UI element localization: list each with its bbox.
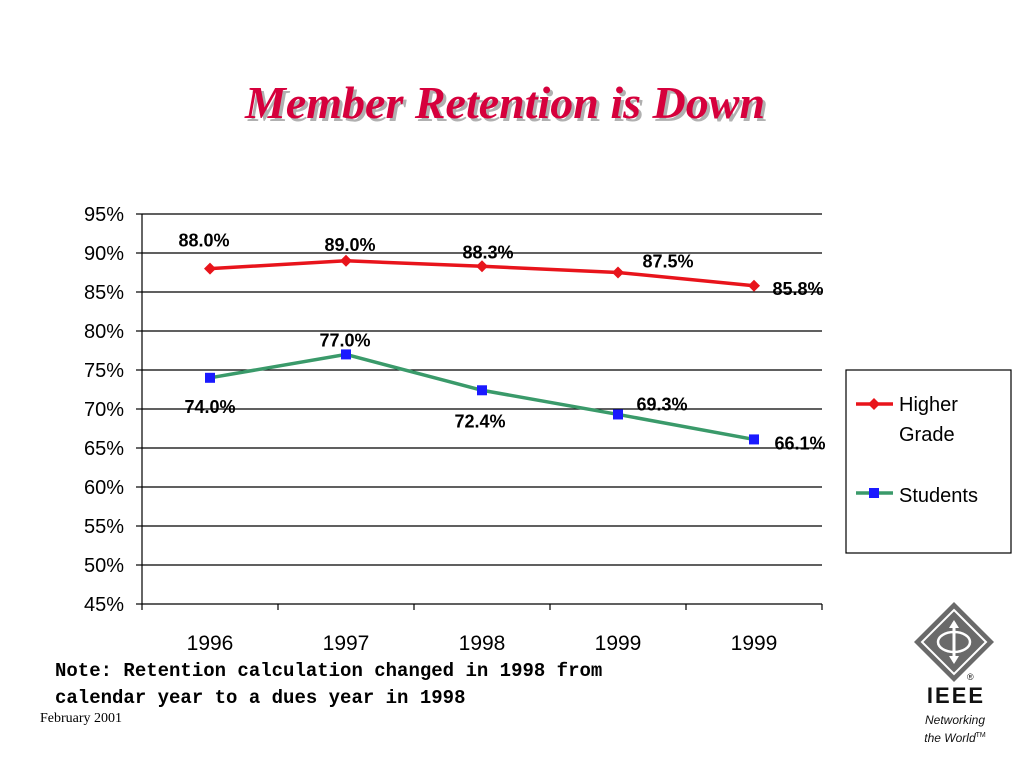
higher-grade-data-label: 89.0% (324, 235, 375, 255)
students-point (477, 385, 487, 396)
footer-date: February 2001 (40, 711, 123, 726)
legend-higher-grade-label: Higher (899, 394, 958, 416)
y-tick-label: 45% (84, 594, 124, 616)
retention-note: Note: Retention calculation changed in 1… (55, 658, 602, 712)
registered-mark: ® (967, 672, 974, 682)
students-point (341, 349, 351, 360)
higher-grade-point (612, 266, 624, 279)
note-line-2: calendar year to a dues year in 1998 (55, 687, 466, 709)
students-data-label: 77.0% (319, 330, 370, 350)
note-line-1: Note: Retention calculation changed in 1… (55, 660, 603, 682)
legend-students-marker (869, 488, 879, 498)
students-data-label: 74.0% (184, 397, 235, 417)
y-tick-label: 85% (84, 282, 124, 304)
x-tick-label: 1999 (731, 632, 778, 655)
students-data-label: 72.4% (454, 411, 505, 431)
students-data-label: 66.1% (774, 433, 825, 453)
y-tick-label: 75% (84, 360, 124, 382)
x-tick-label: 1996 (187, 632, 234, 655)
higher-grade-data-label: 88.0% (178, 231, 229, 251)
higher-grade-data-label: 85.8% (772, 279, 823, 299)
legend-higher-grade-marker (868, 398, 880, 410)
x-tick-label: 1997 (323, 632, 370, 655)
y-tick-label: 90% (84, 243, 124, 265)
higher-grade-point (748, 279, 760, 292)
ieee-wordmark: IEEE (926, 683, 986, 708)
higher-grade-data-label: 87.5% (642, 252, 693, 272)
y-tick-label: 55% (84, 516, 124, 538)
students-data-label: 69.3% (636, 394, 687, 414)
higher-grade-point (476, 260, 488, 273)
students-point (205, 372, 215, 383)
students-point (749, 434, 759, 445)
y-tick-label: 65% (84, 438, 124, 460)
y-tick-label: 95% (84, 204, 124, 226)
higher-grade-point (204, 262, 216, 275)
tagline-line-2-text: the World (924, 731, 976, 745)
legend-students-label: Students (899, 485, 978, 507)
y-tick-label: 80% (84, 321, 124, 343)
higher-grade-point (340, 254, 352, 267)
legend-higher-grade-label: Grade (899, 424, 955, 446)
tagline-line-2: the WorldTM (900, 728, 1010, 746)
y-tick-label: 60% (84, 477, 124, 499)
students-point (613, 409, 623, 420)
legend-box (845, 369, 1012, 554)
ieee-tagline: Networking the WorldTM (900, 713, 1010, 746)
trademark-mark: TM (975, 732, 986, 739)
y-tick-label: 70% (84, 399, 124, 421)
x-tick-label: 1998 (459, 632, 506, 655)
ieee-logo-icon (914, 602, 994, 682)
x-tick-label: 1999 (595, 632, 642, 655)
tagline-line-1: Networking (924, 713, 986, 727)
y-tick-label: 50% (84, 555, 124, 577)
higher-grade-data-label: 88.3% (462, 242, 513, 262)
slide-title: Member Retention is Down (244, 77, 766, 128)
